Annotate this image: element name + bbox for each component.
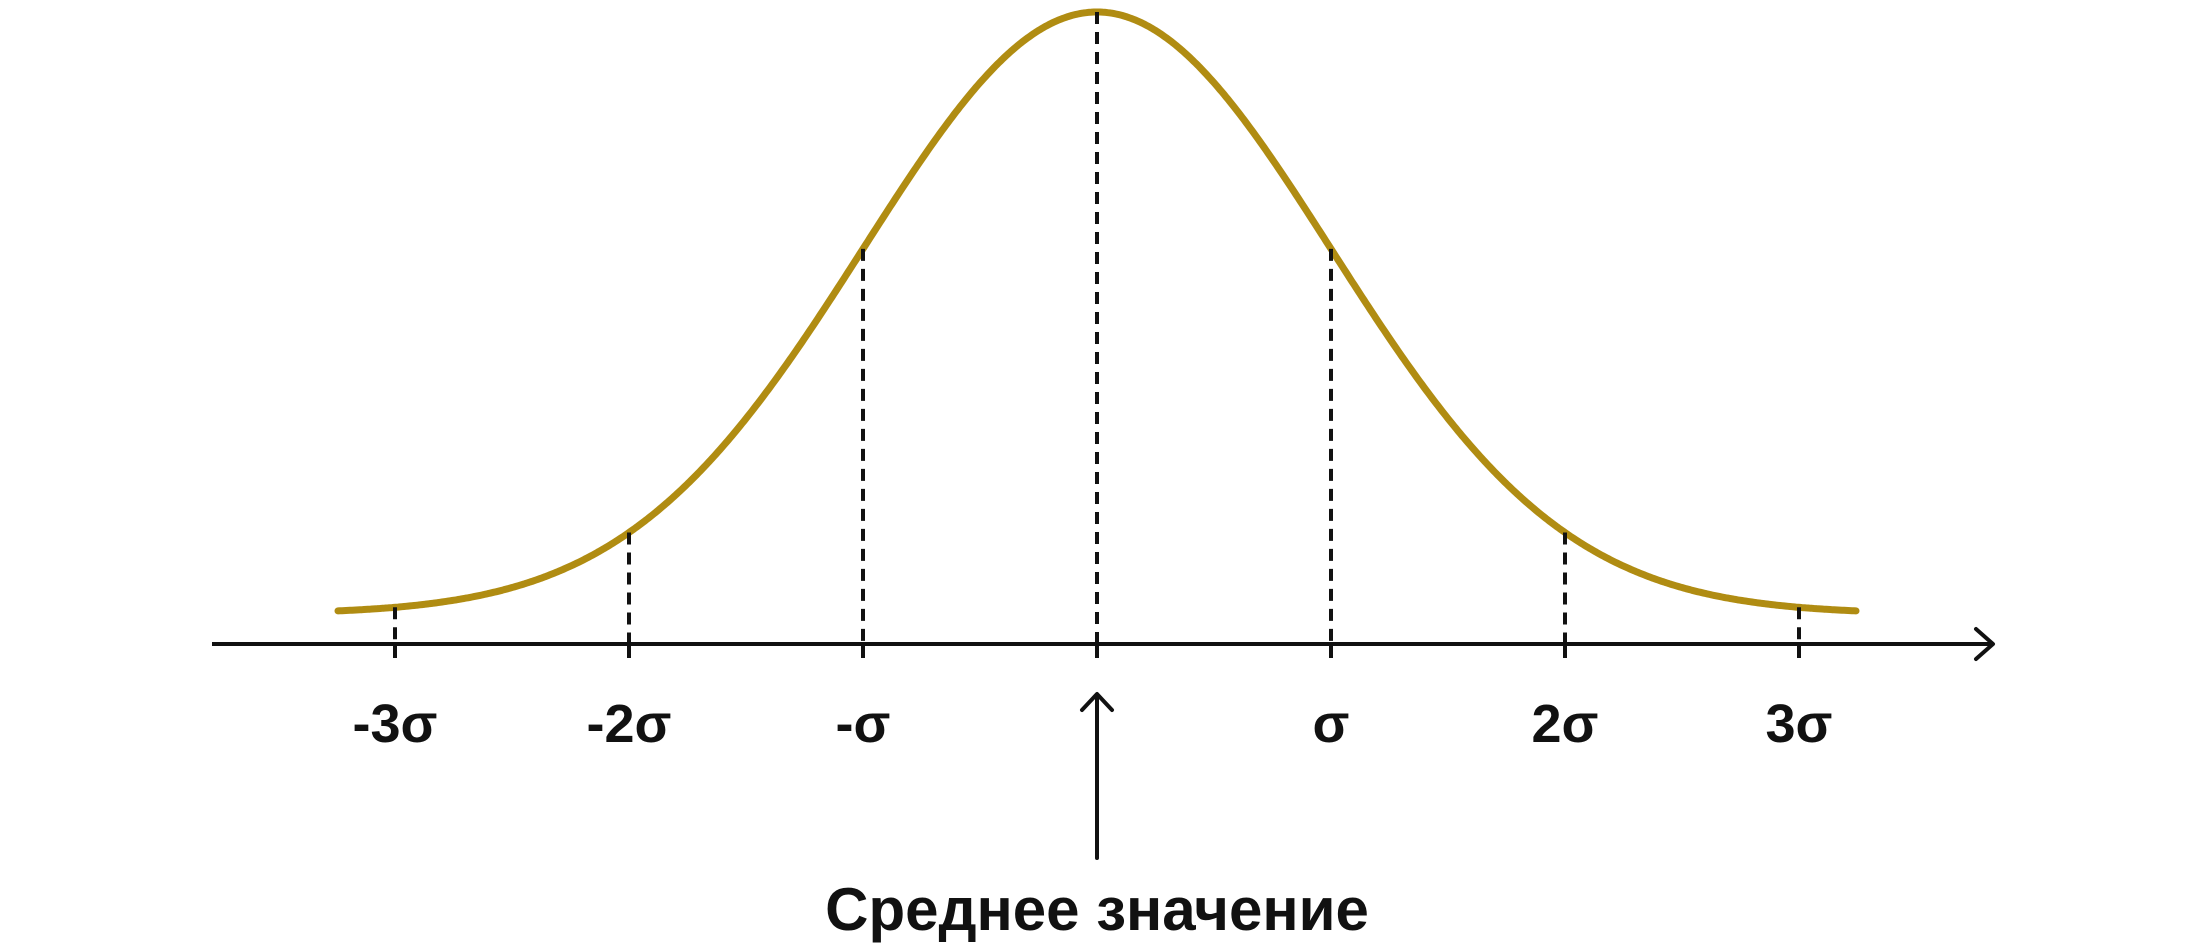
sigma-guide-lines — [393, 12, 1801, 644]
sigma-ticks — [393, 644, 1801, 658]
sigma-tick-label: 3σ — [1766, 694, 1833, 754]
sigma-tick-label: -σ — [836, 694, 891, 754]
sigma-tick-label: 2σ — [1532, 694, 1599, 754]
sigma-tick-label: σ — [1313, 694, 1350, 754]
sigma-tick-labels: -3σ -2σ -σ σ 2σ 3σ — [353, 694, 1833, 754]
x-axis-arrow-icon — [1974, 627, 1995, 661]
mean-label: Среднее значение — [825, 876, 1369, 943]
sigma-tick-label: -3σ — [353, 694, 438, 754]
mean-arrow-up-icon — [1080, 692, 1114, 712]
sigma-tick-label: -2σ — [587, 694, 672, 754]
